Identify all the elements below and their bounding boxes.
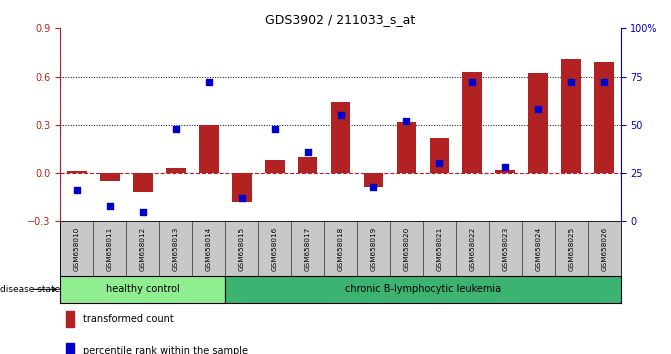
Point: [368, 184, 379, 189]
Point: [401, 118, 412, 124]
Bar: [166, 168, 186, 173]
Title: GDS3902 / 211033_s_at: GDS3902 / 211033_s_at: [266, 13, 415, 26]
Bar: [528, 73, 548, 173]
Bar: [495, 170, 515, 173]
Bar: [298, 157, 317, 173]
Text: chronic B-lymphocytic leukemia: chronic B-lymphocytic leukemia: [345, 284, 501, 295]
Bar: [331, 102, 350, 173]
Text: GSM658022: GSM658022: [469, 227, 475, 271]
Text: GSM658011: GSM658011: [107, 227, 113, 271]
Point: [138, 209, 148, 215]
Text: GSM658023: GSM658023: [503, 227, 509, 271]
Point: [236, 195, 247, 201]
Bar: [60, 276, 225, 303]
Text: GSM658018: GSM658018: [338, 227, 344, 271]
Bar: [225, 276, 621, 303]
Bar: [595, 62, 614, 173]
Bar: [66, 311, 74, 327]
Point: [533, 107, 544, 112]
Bar: [199, 125, 219, 173]
Text: GSM658019: GSM658019: [370, 227, 376, 271]
Text: GSM658025: GSM658025: [568, 227, 574, 271]
Bar: [265, 160, 285, 173]
Point: [269, 126, 280, 131]
Bar: [562, 59, 581, 173]
Text: GSM658024: GSM658024: [535, 227, 541, 271]
Point: [105, 203, 115, 209]
Bar: [429, 138, 450, 173]
Bar: [133, 173, 153, 192]
Text: percentile rank within the sample: percentile rank within the sample: [83, 346, 248, 354]
Text: GSM658013: GSM658013: [172, 227, 178, 271]
Bar: [462, 72, 482, 173]
Point: [500, 164, 511, 170]
Bar: [397, 121, 416, 173]
Text: disease state: disease state: [0, 285, 60, 294]
Text: GSM658016: GSM658016: [272, 227, 278, 271]
Text: GSM658026: GSM658026: [601, 227, 607, 271]
Bar: [231, 173, 252, 202]
Point: [72, 188, 83, 193]
Point: [566, 80, 576, 85]
Text: GSM658017: GSM658017: [305, 227, 311, 271]
Point: [336, 112, 346, 118]
Bar: [364, 173, 383, 188]
Point: [599, 80, 609, 85]
Text: GSM658020: GSM658020: [403, 227, 409, 271]
Text: GSM658010: GSM658010: [74, 227, 80, 271]
Text: transformed count: transformed count: [83, 314, 174, 324]
Bar: [67, 171, 87, 173]
Point: [434, 160, 445, 166]
Bar: [100, 173, 119, 181]
Point: [203, 80, 214, 85]
Point: [170, 126, 181, 131]
Bar: [66, 343, 74, 354]
Point: [467, 80, 478, 85]
Text: GSM658015: GSM658015: [239, 227, 245, 271]
Text: GSM658014: GSM658014: [206, 227, 212, 271]
Point: [302, 149, 313, 155]
Text: GSM658021: GSM658021: [436, 227, 442, 271]
Text: healthy control: healthy control: [106, 284, 180, 295]
Text: GSM658012: GSM658012: [140, 227, 146, 271]
